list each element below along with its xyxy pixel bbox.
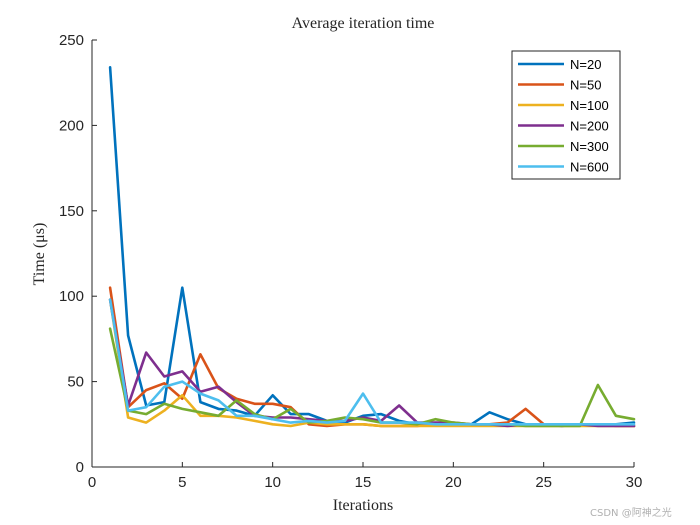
x-tick-label: 10 — [264, 474, 281, 491]
x-axis-label: Iterations — [333, 497, 393, 514]
y-tick-label: 200 — [59, 117, 84, 134]
legend-label: N=200 — [570, 119, 609, 134]
y-tick-label: 150 — [59, 203, 84, 220]
legend-label: N=20 — [570, 57, 601, 72]
y-tick-label: 250 — [59, 32, 84, 49]
chart-title: Average iteration time — [292, 15, 435, 32]
y-axis-label: Time (μs) — [31, 223, 48, 286]
x-tick-label: 5 — [178, 474, 186, 491]
legend-label: N=300 — [570, 139, 609, 154]
x-tick-label: 0 — [88, 474, 96, 491]
series-line-n-600 — [108, 298, 636, 426]
legend: N=20 N=50 N=100 N=200 N=300 N=600 — [511, 50, 621, 180]
x-tick-label: 20 — [445, 474, 462, 491]
y-tick-label: 50 — [67, 374, 84, 391]
legend-label: N=50 — [570, 78, 601, 93]
legend-box — [511, 50, 621, 180]
x-tick-label: 15 — [355, 474, 372, 491]
legend-label: N=600 — [570, 160, 609, 175]
y-tick-label: 100 — [59, 288, 84, 305]
series-line-n-50 — [108, 286, 636, 428]
watermark-text: CSDN @阿神之光 — [590, 506, 672, 519]
legend-label: N=100 — [570, 98, 609, 113]
y-tick-label: 0 — [76, 459, 84, 476]
series-line-n-300 — [108, 327, 636, 428]
x-tick-label: 30 — [626, 474, 643, 491]
x-tick-label: 25 — [535, 474, 552, 491]
plot-area: 0 5 10 15 20 25 30 0 50 100 150 200 250 — [59, 32, 642, 491]
